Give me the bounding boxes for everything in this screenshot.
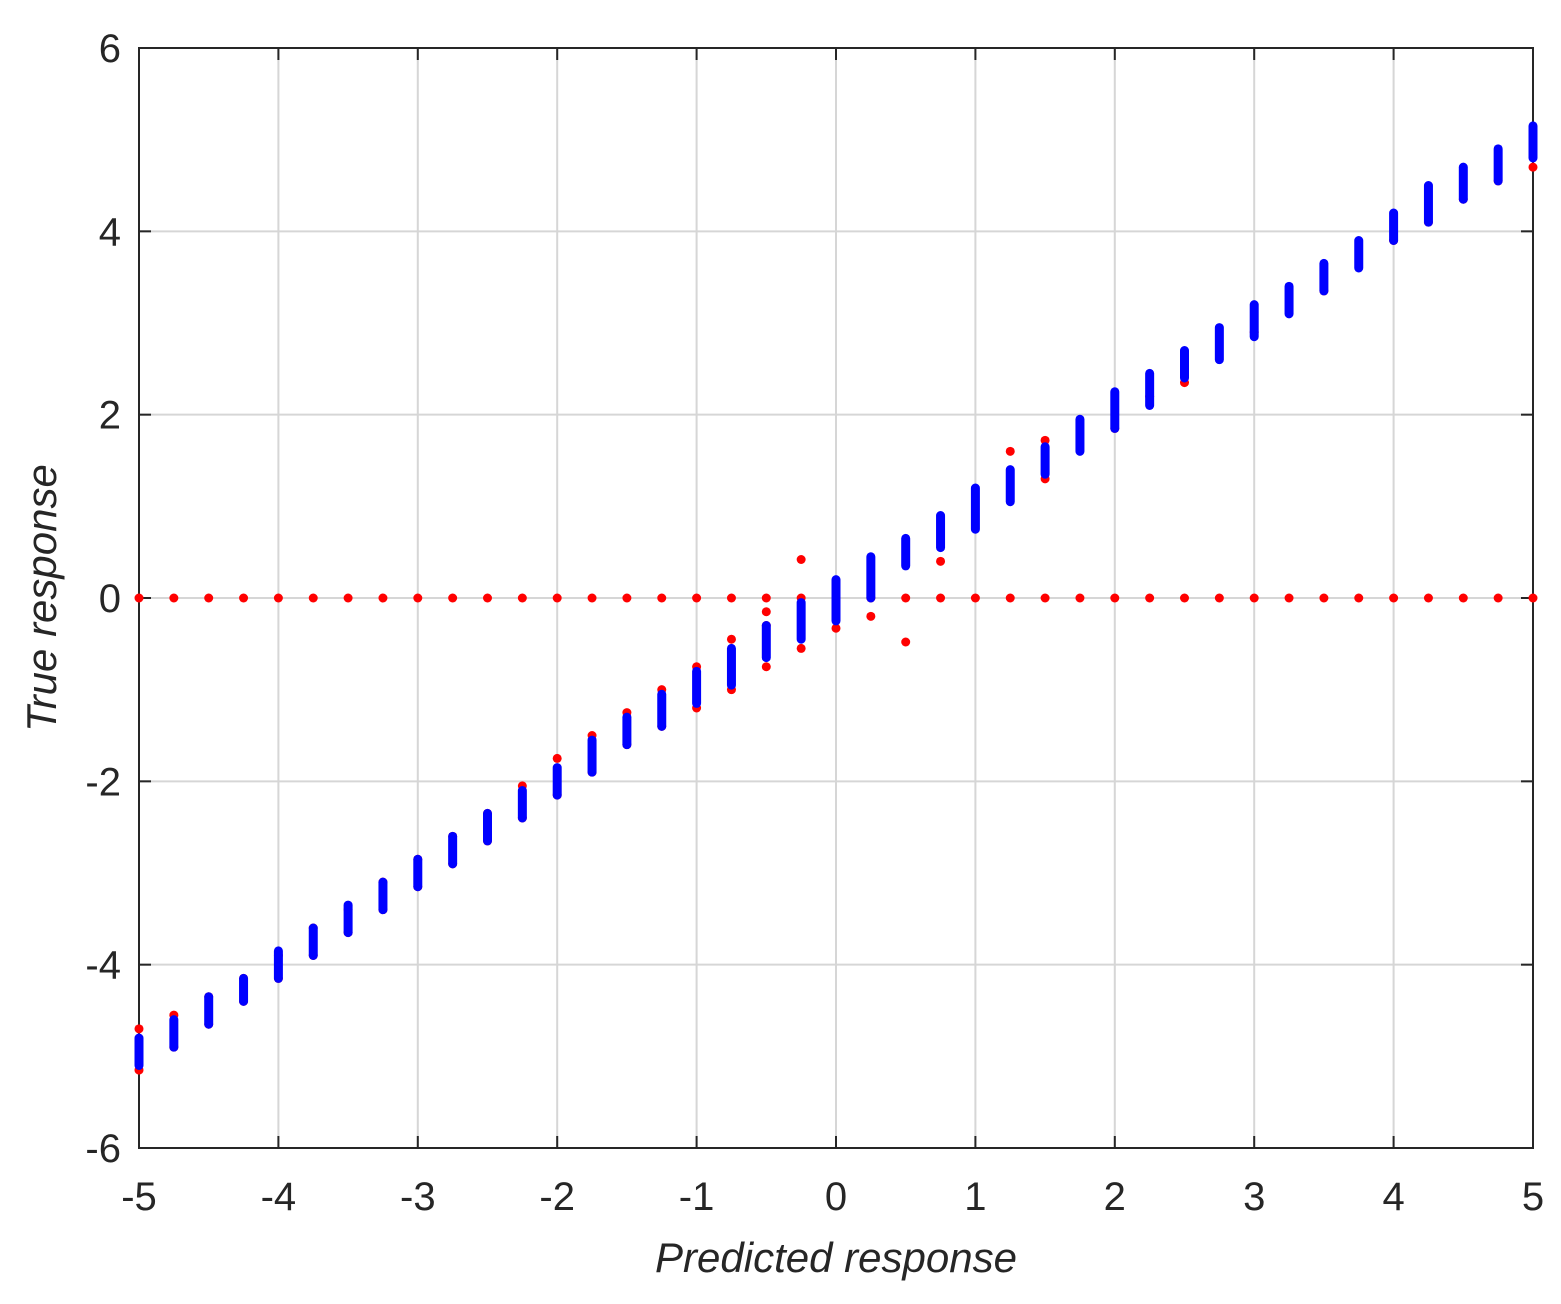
x-tick-label: 0 [825, 1175, 847, 1219]
red-data-point [587, 593, 597, 603]
x-tick-label: 3 [1243, 1175, 1265, 1219]
red-data-point [1284, 593, 1294, 603]
red-data-point [169, 593, 179, 603]
red-data-point [343, 593, 353, 603]
y-tick-label: -4 [85, 944, 121, 988]
red-data-point [448, 593, 458, 603]
red-data-point [761, 607, 771, 617]
x-tick-label: -3 [400, 1175, 436, 1219]
red-data-point [761, 662, 771, 672]
red-data-point [552, 753, 562, 763]
red-data-point [970, 593, 980, 603]
red-data-point [1214, 593, 1224, 603]
red-data-point [1145, 593, 1155, 603]
red-data-point [1458, 593, 1468, 603]
red-data-point [1493, 593, 1503, 603]
x-tick-label: 5 [1522, 1175, 1544, 1219]
red-data-point [831, 623, 841, 633]
red-data-point [936, 556, 946, 566]
x-axis-label: Predicted response [655, 1234, 1017, 1281]
x-tick-label: 1 [964, 1175, 986, 1219]
x-tick-label: -1 [679, 1175, 715, 1219]
red-data-point [1040, 593, 1050, 603]
y-tick-label: 0 [99, 577, 121, 621]
red-data-point [761, 593, 771, 603]
red-data-point [1040, 435, 1050, 445]
red-data-point [1075, 593, 1085, 603]
x-tick-label: 2 [1104, 1175, 1126, 1219]
red-data-point [657, 593, 667, 603]
red-data-point [726, 634, 736, 644]
red-data-point [1528, 593, 1538, 603]
red-data-point [1005, 446, 1015, 456]
red-data-point [134, 1024, 144, 1034]
tick-labels: -5 -4 -3 -2 -1 0 1 2 3 4 5 -6 -4 -2 0 2 4 6 [85, 27, 1544, 1219]
red-data-point [796, 555, 806, 564]
y-tick-label: -2 [85, 760, 121, 804]
red-data-point [378, 593, 388, 603]
red-data-point [134, 593, 144, 603]
y-tick-label: 6 [99, 27, 121, 71]
red-data-point [1389, 593, 1399, 603]
red-data-point [517, 593, 527, 603]
red-data-point [1354, 593, 1364, 603]
red-data-point [483, 593, 492, 603]
red-data-point [796, 643, 806, 653]
red-data-point [692, 593, 702, 603]
red-data-point [901, 637, 911, 647]
y-tick-label: -6 [85, 1127, 121, 1171]
series-blue-points [134, 121, 1538, 1070]
red-data-point [1423, 593, 1433, 603]
red-data-point [273, 593, 283, 603]
red-data-point [239, 593, 249, 603]
red-data-point [726, 593, 736, 603]
red-data-point [1005, 593, 1015, 603]
x-tick-label: 4 [1382, 1175, 1404, 1219]
red-data-point [1110, 593, 1120, 603]
x-tick-label: -5 [121, 1175, 157, 1219]
red-data-point [413, 593, 423, 603]
red-data-point [622, 593, 632, 603]
red-data-point [204, 593, 214, 603]
red-data-point [1528, 162, 1538, 172]
red-data-point [1180, 593, 1189, 603]
red-data-point [1249, 593, 1259, 603]
axis-ticks [138, 47, 1534, 1149]
y-axis-label: True response [18, 464, 65, 732]
red-data-point [936, 593, 946, 603]
red-data-point [308, 593, 318, 603]
y-tick-label: 2 [99, 394, 121, 438]
x-tick-label: -4 [261, 1175, 297, 1219]
red-data-point [552, 593, 562, 603]
y-tick-label: 4 [99, 210, 121, 254]
red-data-point [1319, 593, 1329, 603]
red-data-point [866, 611, 876, 621]
red-data-point [901, 593, 911, 603]
x-tick-label: -2 [539, 1175, 575, 1219]
